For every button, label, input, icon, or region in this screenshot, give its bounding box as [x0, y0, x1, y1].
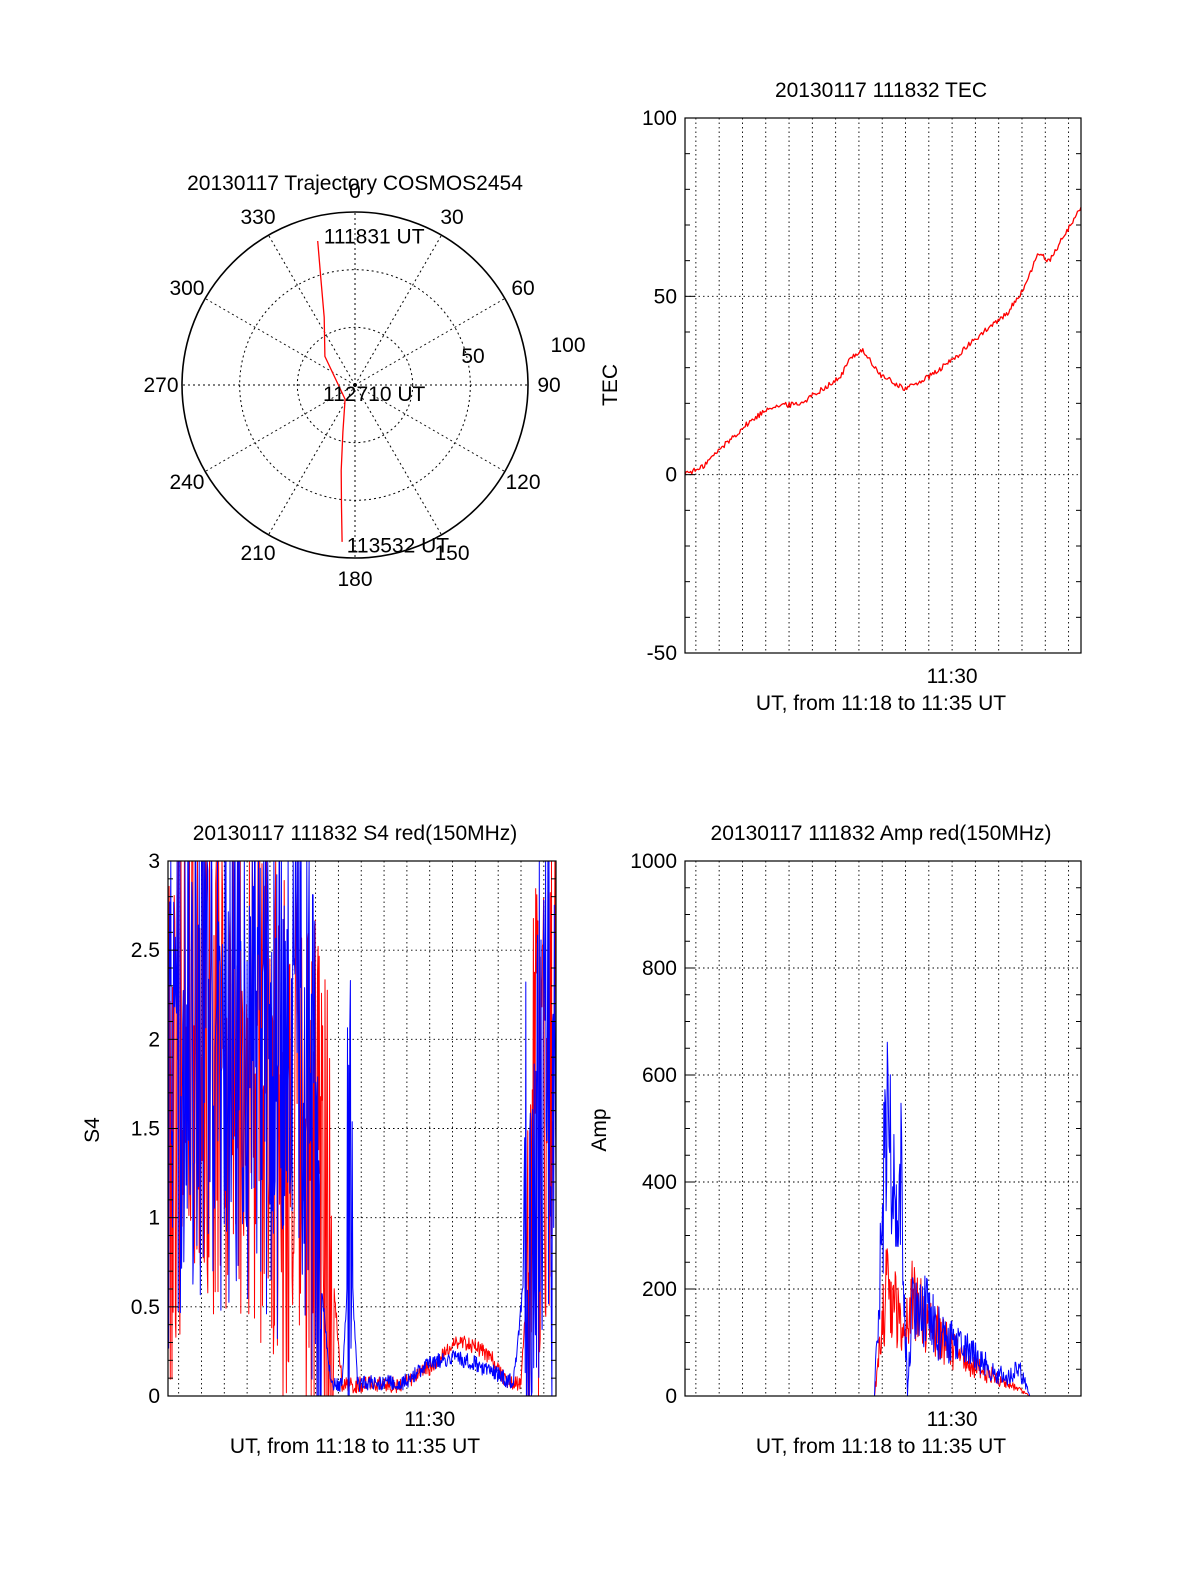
polar-annotations: 111831 UT 112710 UT 113532 UT: [323, 226, 449, 558]
y-tick-label: 0: [665, 464, 677, 487]
polar-spoke-60: [354, 298, 506, 386]
polar-azimuth-label: 330: [240, 206, 275, 229]
tec-grid: [685, 117, 1081, 654]
polar-outer-circle: [181, 211, 529, 559]
trajectory-time-annotation: 113532 UT: [347, 534, 450, 557]
polar-azimuth-label: 120: [505, 471, 540, 494]
y-tick-label: 50: [654, 285, 677, 308]
polar-azimuth-label: 60: [511, 277, 534, 300]
polar-azimuth-label: 150: [434, 542, 469, 565]
y-tick-label: 3: [148, 850, 160, 873]
s4-xlabel: UT, from 11:18 to 11:35 UT: [230, 1435, 480, 1458]
polar-ring-label: 100: [550, 334, 585, 357]
y-tick-label: 1000: [630, 850, 677, 873]
s4-series: [167, 860, 557, 1397]
y-tick-label: 0: [148, 1385, 160, 1408]
polar-spoke-330: [268, 234, 356, 386]
amp-ylabel: Amp: [588, 1108, 611, 1151]
tec-title: 20130117 111832 TEC: [775, 79, 987, 102]
polar-series: [317, 240, 346, 542]
x-tick-label: 11:30: [404, 1408, 455, 1431]
polar-grid: [181, 211, 529, 559]
tec-axes: -50 0 50 100 11:30: [642, 107, 1082, 688]
y-tick-label: -50: [647, 642, 677, 665]
polar-azimuth-label: 90: [537, 374, 560, 397]
polar-ring-1: [296, 326, 414, 444]
polar-spoke-210: [268, 384, 356, 536]
y-tick-label: 200: [642, 1278, 677, 1301]
y-tick-label: 0.5: [131, 1296, 160, 1319]
tec-panel: 20130117 111832 TEC -50 0 50 100 11:30 UT, f…: [599, 79, 1082, 715]
y-tick-label: 400: [642, 1171, 677, 1194]
polar-spoke-150: [354, 384, 442, 536]
x-tick-label: 11:30: [927, 665, 978, 688]
series-line-1: [684, 206, 1082, 475]
s4-axes: 0 0.5 1 1.5 2 2.5 3 11:30: [131, 850, 557, 1431]
x-tick-label: 11:30: [927, 1408, 978, 1431]
trajectory-line-1: [317, 240, 346, 542]
polar-spoke-30: [354, 234, 442, 386]
y-tick-label: 800: [642, 957, 677, 980]
polar-azimuth-label: 30: [440, 206, 463, 229]
y-tick-label: 600: [642, 1064, 677, 1087]
tec-ylabel: TEC: [599, 364, 622, 406]
s4-panel: 20130117 111832 S4 red(150MHz) 0 0.5 1 1.5 2…: [81, 822, 557, 1458]
s4-title: 20130117 111832 S4 red(150MHz): [193, 822, 518, 845]
y-tick-label: 2.5: [131, 939, 160, 962]
y-tick-label: 1.5: [131, 1118, 160, 1141]
polar-ring-label: 50: [461, 345, 484, 368]
axes-frame: [684, 117, 1082, 654]
polar-azimuth-label: 0: [349, 180, 361, 203]
amp-panel: 20130117 111832 Amp red(150MHz) 0 200 400 6…: [588, 822, 1082, 1458]
polar-spoke-240: [204, 384, 356, 472]
tec-series: [684, 206, 1082, 475]
polar-azimuth-labels: 0 30 60 90 120 150 180 210 240 270 300 330 50 100: [143, 180, 585, 591]
polar-azimuth-label: 180: [337, 568, 372, 591]
amp-xlabel: UT, from 11:18 to 11:35 UT: [756, 1435, 1006, 1458]
s4-ylabel: S4: [81, 1117, 104, 1143]
y-tick-label: 1: [148, 1207, 160, 1230]
series-line-2: [167, 860, 557, 1397]
polar-azimuth-label: 270: [143, 374, 178, 397]
polar-spoke-120: [354, 384, 506, 472]
polar-azimuth-label: 240: [169, 471, 204, 494]
polar-title: 20130117 Trajectory COSMOS2454: [187, 172, 523, 195]
tec-xlabel: UT, from 11:18 to 11:35 UT: [756, 692, 1006, 715]
y-tick-label: 2: [148, 1028, 160, 1051]
polar-trajectory-panel: 20130117 Trajectory COSMOS2454 0 30 60 90 12…: [143, 172, 585, 591]
polar-azimuth-label: 210: [240, 542, 275, 565]
trajectory-time-annotation: 112710 UT: [323, 383, 426, 406]
polar-azimuth-label: 300: [169, 277, 204, 300]
y-tick-label: 0: [665, 1385, 677, 1408]
amp-axes: 0 200 400 600 800 1000 11:30: [630, 850, 1082, 1431]
amp-title: 20130117 111832 Amp red(150MHz): [711, 822, 1052, 845]
polar-spoke-300: [204, 298, 356, 386]
y-tick-label: 100: [642, 107, 677, 130]
trajectory-time-annotation: 111831 UT: [324, 226, 425, 249]
